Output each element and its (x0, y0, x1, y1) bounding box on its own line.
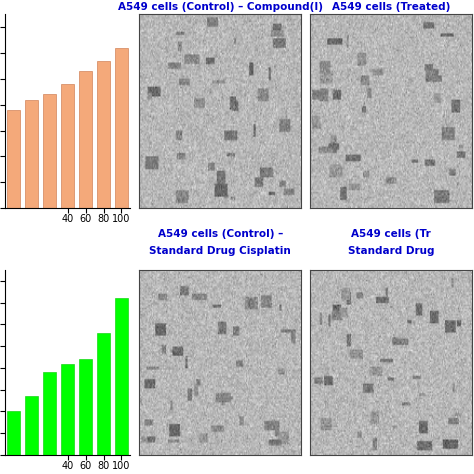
Bar (79, 71, 92, 208)
Bar (61, 84, 74, 208)
Bar (97, 333, 110, 455)
Bar (97, 61, 110, 208)
Text: A549 cells (Tr: A549 cells (Tr (351, 229, 431, 239)
Bar (8, 110, 20, 208)
Text: A549 cells (Treated): A549 cells (Treated) (332, 2, 450, 12)
Bar (26, 396, 38, 455)
Bar (61, 364, 74, 455)
Bar (115, 298, 128, 455)
Text: Standard Drug Cisplatin: Standard Drug Cisplatin (149, 246, 291, 256)
Bar (79, 359, 92, 455)
Bar (26, 100, 38, 208)
Bar (8, 411, 20, 455)
Text: Standard Drug: Standard Drug (347, 246, 434, 256)
Bar (115, 48, 128, 208)
Text: A549 cells (Control) – Compound(I): A549 cells (Control) – Compound(I) (118, 2, 323, 12)
Text: A549 cells (Control) –: A549 cells (Control) – (157, 229, 283, 239)
Bar (43, 372, 56, 455)
Bar (43, 94, 56, 208)
